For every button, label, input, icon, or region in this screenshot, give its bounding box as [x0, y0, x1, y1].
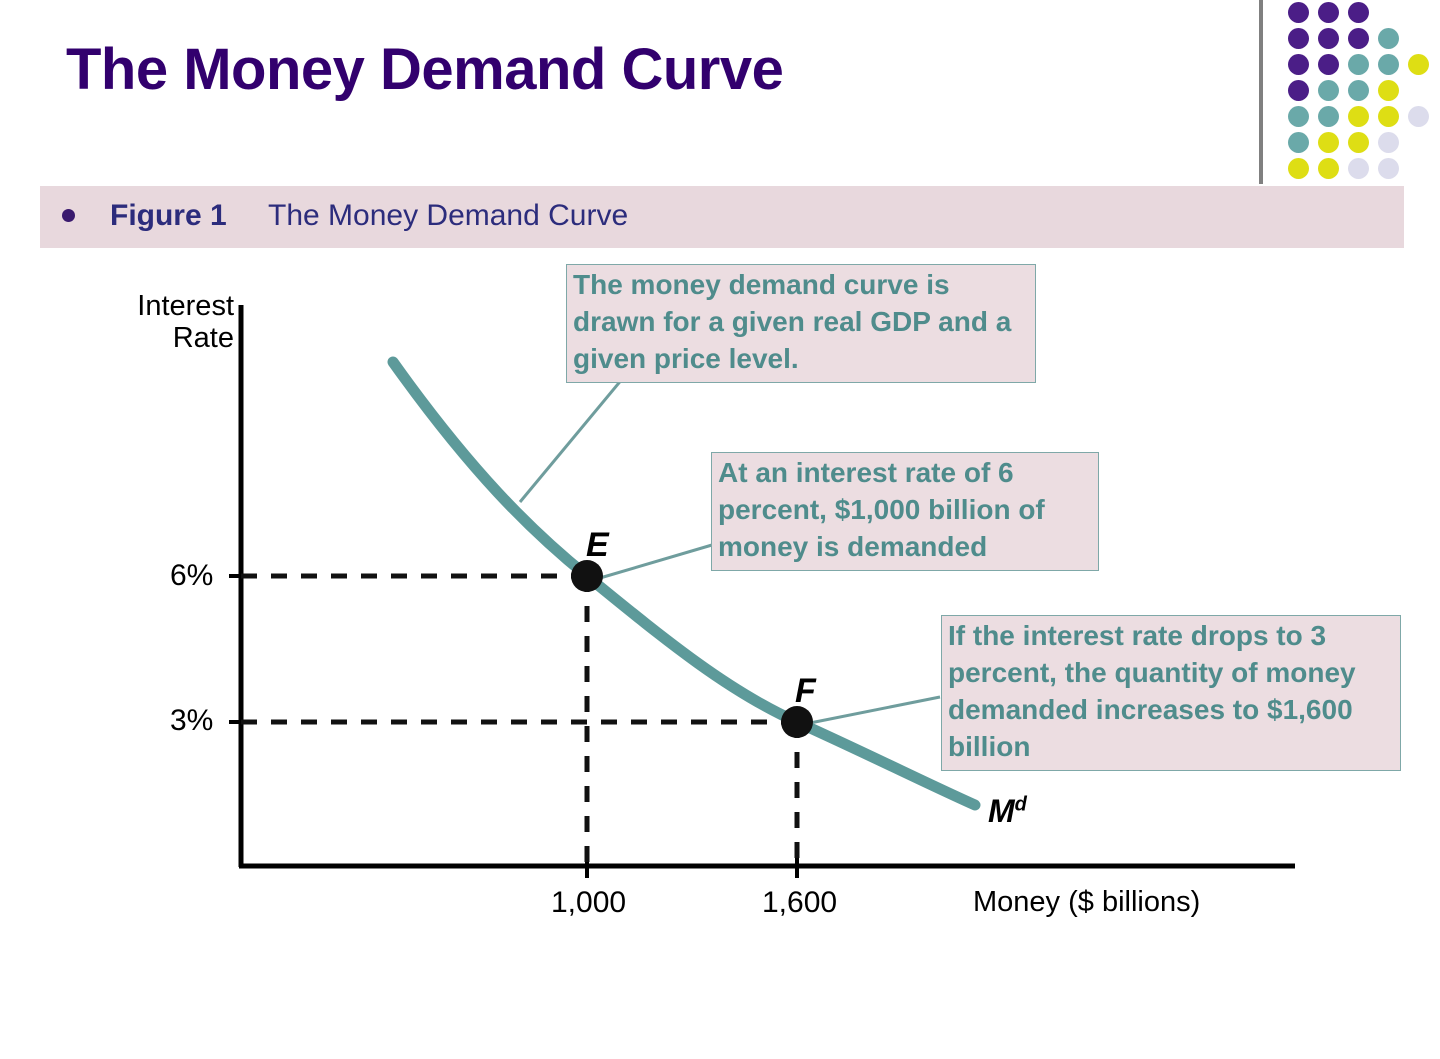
decorative-dot [1318, 106, 1339, 127]
decorative-dot [1348, 28, 1369, 49]
y-tick-label-6pct: 6% [170, 559, 214, 592]
point-label-F: F [795, 672, 816, 710]
x-axis-title: Money ($ billions) [973, 886, 1201, 918]
decorative-dot [1288, 2, 1309, 23]
decorative-dot [1408, 54, 1429, 75]
decorative-dot [1288, 80, 1309, 101]
decorative-vertical-rule [1259, 0, 1263, 184]
x-tick-label-1000: 1,000 [551, 886, 627, 919]
point-label-E: E [586, 526, 609, 564]
leader-line-callout-1 [518, 377, 625, 503]
decorative-dot [1318, 132, 1339, 153]
data-point-F [781, 706, 813, 738]
curve-label-superscript: d [1014, 793, 1027, 816]
decorative-dot [1348, 2, 1369, 23]
figure-label: Figure 1 [110, 199, 227, 232]
decorative-dot [1318, 158, 1339, 179]
callout-box-given-gdp-price: The money demand curve is drawn for a gi… [566, 264, 1036, 383]
data-point-E [571, 560, 603, 592]
y-axis-title: Interest Rate [137, 290, 234, 355]
x-tick-label-1600: 1,600 [762, 886, 838, 919]
decorative-dot [1288, 28, 1309, 49]
decorative-dot [1378, 132, 1399, 153]
decorative-dot [1348, 158, 1369, 179]
bullet-icon [62, 209, 75, 222]
callout-box-point-f: If the interest rate drops to 3 percent,… [941, 615, 1401, 771]
decorative-dot [1288, 158, 1309, 179]
decorative-dot [1378, 54, 1399, 75]
figure-banner [40, 186, 1404, 248]
page-title: The Money Demand Curve [66, 37, 784, 102]
decorative-dot [1288, 54, 1309, 75]
callout-box-point-e: At an interest rate of 6 percent, $1,000… [711, 452, 1099, 571]
decorative-dot [1318, 54, 1339, 75]
decorative-dot [1378, 106, 1399, 127]
leader-line-callout-2 [599, 543, 713, 580]
curve-label-base: M [988, 793, 1015, 829]
money-demand-curve [387, 356, 981, 811]
y-tick-label-3pct: 3% [170, 704, 214, 737]
decorative-dot [1348, 106, 1369, 127]
decorative-dot [1318, 2, 1339, 23]
decorative-dot [1348, 80, 1369, 101]
decorative-dot [1378, 158, 1399, 179]
decorative-dot [1408, 106, 1429, 127]
decorative-dot [1318, 28, 1339, 49]
decorative-dot [1348, 54, 1369, 75]
curve-label-money-demand: Md [988, 793, 1027, 830]
decorative-dot [1288, 132, 1309, 153]
decorative-dot [1378, 80, 1399, 101]
decorative-dot [1318, 80, 1339, 101]
decorative-dot-grid [1288, 2, 1438, 186]
leader-line-callout-3 [809, 695, 941, 725]
decorative-dot [1378, 28, 1399, 49]
decorative-dot [1348, 132, 1369, 153]
figure-caption: The Money Demand Curve [268, 199, 629, 232]
decorative-dot [1288, 106, 1309, 127]
